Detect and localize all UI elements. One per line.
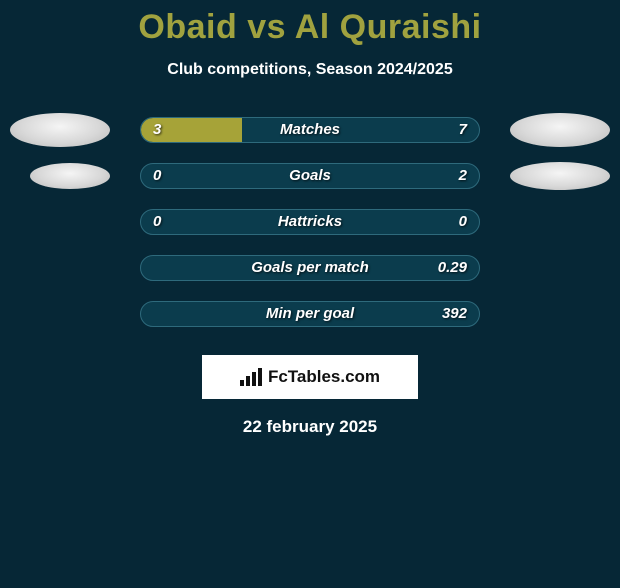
stat-bar: 37Matches	[140, 117, 480, 143]
logo-box: FcTables.com	[202, 355, 418, 399]
avatar-left	[30, 163, 110, 189]
stat-row: 392Min per goal	[0, 291, 620, 337]
stat-row: 00Hattricks	[0, 199, 620, 245]
stat-label: Min per goal	[141, 305, 479, 322]
stat-label: Matches	[141, 121, 479, 138]
stat-label: Hattricks	[141, 213, 479, 230]
avatar-left	[10, 113, 110, 147]
logo-chart-icon	[240, 368, 262, 386]
stat-label: Goals	[141, 167, 479, 184]
stat-bar: 02Goals	[140, 163, 480, 189]
avatar-right	[510, 162, 610, 190]
page-subtitle: Club competitions, Season 2024/2025	[0, 61, 620, 79]
footer-date: 22 february 2025	[0, 417, 620, 437]
stats-container: 37Matches 02Goals 00Hattricks 0.29Goals per…	[0, 107, 620, 337]
stat-bar: 00Hattricks	[140, 209, 480, 235]
stat-label: Goals per match	[141, 259, 479, 276]
avatar-right	[510, 113, 610, 147]
stat-bar: 0.29Goals per match	[140, 255, 480, 281]
stat-row: 02Goals	[0, 153, 620, 199]
stat-row: 37Matches	[0, 107, 620, 153]
stat-row: 0.29Goals per match	[0, 245, 620, 291]
logo-text: FcTables.com	[268, 367, 380, 387]
stat-bar: 392Min per goal	[140, 301, 480, 327]
page-title: Obaid vs Al Quraishi	[0, 8, 620, 47]
